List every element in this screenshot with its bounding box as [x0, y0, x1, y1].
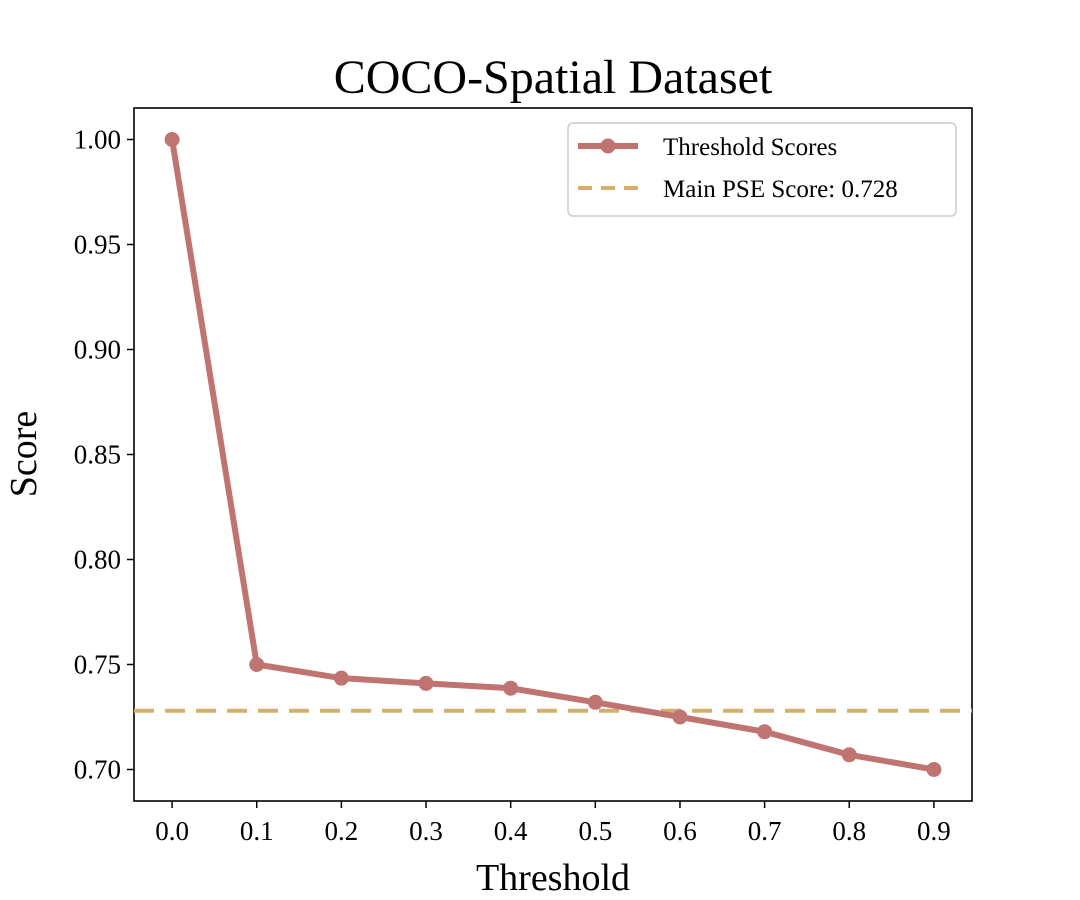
y-axis-label: Score — [3, 411, 45, 498]
x-tick-label: 0.3 — [409, 816, 443, 846]
y-tick-label: 0.90 — [74, 335, 121, 365]
legend-label-main-pse: Main PSE Score: 0.728 — [663, 176, 898, 203]
y-axis-ticks: 0.70 0.75 0.80 0.85 0.90 0.95 1.00 — [74, 125, 134, 785]
chart-title: COCO-Spatial Dataset — [334, 51, 773, 104]
y-tick-label: 0.75 — [74, 650, 121, 680]
y-tick-label: 0.70 — [74, 755, 121, 785]
legend-series-marker — [600, 138, 616, 154]
x-tick-label: 0.9 — [917, 816, 951, 846]
data-point — [757, 724, 773, 740]
threshold-scores-line — [169, 136, 937, 773]
data-point — [249, 657, 265, 672]
x-axis-label: Threshold — [476, 857, 630, 899]
data-point — [418, 675, 434, 691]
x-tick-label: 0.5 — [578, 816, 612, 846]
x-tick-label: 0.2 — [325, 816, 359, 846]
data-point — [503, 680, 519, 696]
x-tick-label: 0.8 — [832, 816, 866, 846]
data-point — [587, 694, 603, 710]
x-tick-label: 0.4 — [494, 816, 528, 846]
x-axis-ticks: 0.0 0.1 0.2 0.3 0.4 0.5 0.6 0.7 0.8 0.9 — [155, 801, 951, 846]
x-tick-label: 0.0 — [155, 816, 189, 846]
legend: Threshold Scores Main PSE Score: 0.728 — [567, 122, 957, 217]
x-tick-label: 0.7 — [748, 816, 782, 846]
data-point — [672, 709, 688, 725]
data-point — [164, 132, 180, 147]
y-tick-label: 0.95 — [74, 230, 121, 260]
y-tick-label: 1.00 — [74, 125, 121, 155]
legend-box — [567, 122, 957, 217]
data-point — [333, 670, 349, 686]
x-tick-label: 0.6 — [663, 816, 697, 846]
data-point — [841, 747, 857, 763]
x-tick-label: 0.1 — [240, 816, 274, 846]
threshold-scores-markers — [164, 132, 942, 777]
data-point — [926, 762, 942, 777]
y-tick-label: 0.80 — [74, 545, 121, 575]
y-tick-label: 0.85 — [74, 440, 121, 470]
legend-label-threshold-scores: Threshold Scores — [663, 134, 837, 161]
